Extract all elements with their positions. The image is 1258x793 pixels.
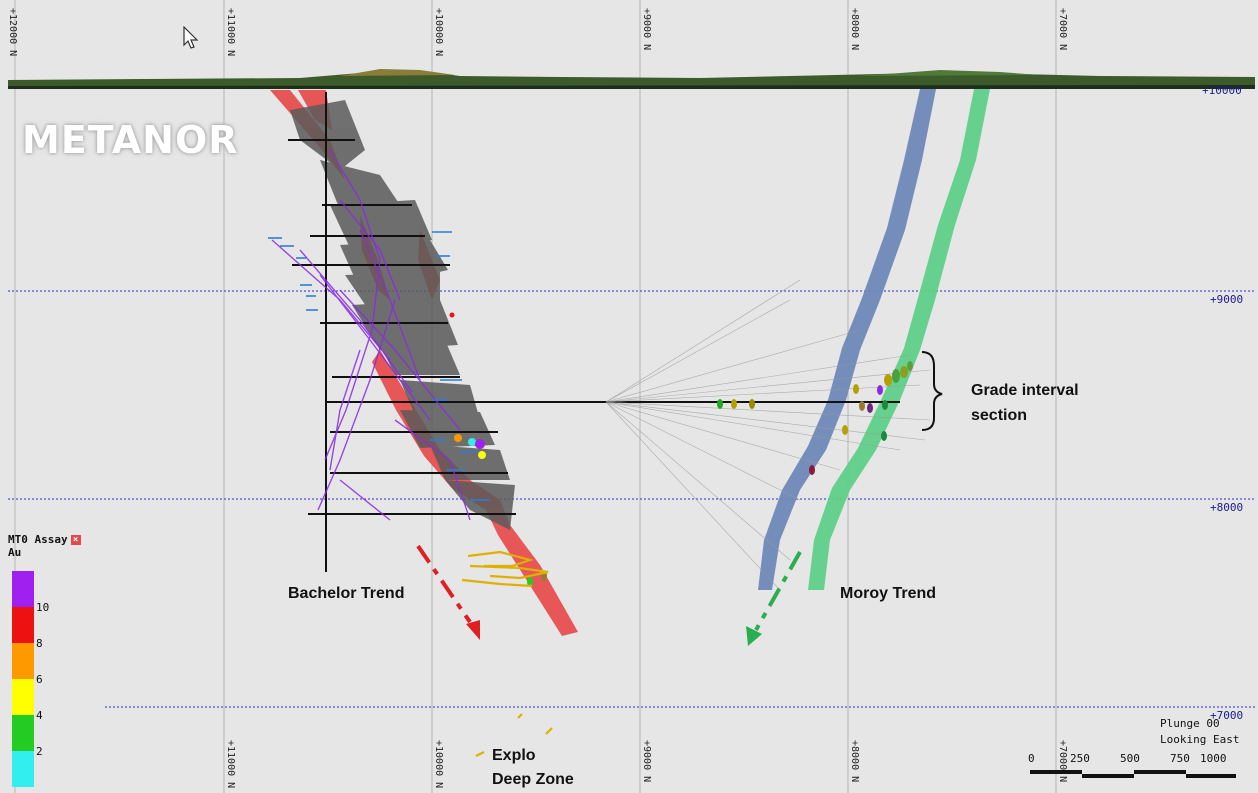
grade-interval-label-2: section <box>971 407 1027 424</box>
top-label-11000: +11000 N <box>225 8 236 56</box>
legend-tick: 6 <box>36 673 43 686</box>
scale-label: 750 <box>1170 752 1190 765</box>
bottom-label-11000: +11000 N <box>225 740 236 788</box>
legend-title: MT0 Assay <box>8 533 68 546</box>
drill-fan <box>605 279 931 591</box>
scale-bar: 0 250 500 750 1000 <box>1028 752 1238 782</box>
scale-segment <box>1134 770 1186 774</box>
close-icon[interactable]: × <box>70 534 81 545</box>
bachelor-plunge-arrow <box>416 544 480 640</box>
explo-deep-zone-label: Explo <box>492 747 536 764</box>
ramp-green <box>12 715 34 751</box>
scale-label: 1000 <box>1200 752 1227 765</box>
top-label-10000: +10000 N <box>433 8 444 56</box>
scale-label: 0 <box>1028 752 1035 765</box>
bottom-label-9000: +9000 N <box>641 740 652 782</box>
legend-tick: 10 <box>36 601 50 614</box>
moroy-plunge-arrow <box>746 551 802 646</box>
bottom-northing-labels: +11000 N +10000 N +9000 N +8000 N +7000 … <box>225 740 1068 788</box>
legend-title-row: MT0 Assay × <box>8 533 108 546</box>
legend-attribute: Au <box>8 546 22 559</box>
top-label-7000: +7000 N <box>1057 8 1068 50</box>
top-label-12000: +12000 N <box>7 8 18 56</box>
assay-legend: MT0 Assay × Au 10 8 6 4 2 <box>8 533 108 787</box>
drill-traces-purple <box>271 149 471 521</box>
explo-deep-zone-label-2: Deep Zone <box>492 771 574 788</box>
ramp-cyan <box>12 751 34 787</box>
scale-segment <box>1082 774 1134 778</box>
legend-tick: 4 <box>36 709 43 722</box>
scale-label: 250 <box>1070 752 1090 765</box>
scale-label: 500 <box>1120 752 1140 765</box>
ramp-yellow <box>12 679 34 715</box>
elevation-labels: +10000 +9000 +8000 +7000 <box>1202 84 1243 722</box>
grade-interval-label: Grade interval <box>971 382 1079 399</box>
elevation-label-10000: +10000 <box>1202 84 1242 97</box>
moroy-green-band <box>808 89 990 590</box>
scale-segment <box>1186 774 1236 778</box>
plunge-text: Plunge 00 <box>1160 717 1220 730</box>
mouse-cursor-icon <box>183 26 199 49</box>
metanor-logo: METANOR <box>22 118 239 162</box>
view-orientation: Plunge 00 Looking East <box>1160 716 1239 748</box>
elevation-label-9000: +9000 <box>1210 293 1243 306</box>
top-northing-labels: +12000 N +11000 N +10000 N +9000 N +8000… <box>7 8 1068 56</box>
elevation-label-8000: +8000 <box>1210 501 1243 514</box>
bottom-label-8000: +8000 N <box>849 740 860 782</box>
topography-surface <box>8 69 1255 89</box>
elevation-grid <box>8 290 1255 708</box>
explo-traces <box>461 550 553 757</box>
scale-segment <box>1030 770 1082 774</box>
mine-workings <box>290 100 515 530</box>
legend-color-ramp <box>12 571 34 787</box>
legend-tick: 2 <box>36 745 43 758</box>
elevation-label-7000: +7000 <box>1210 709 1243 722</box>
top-label-8000: +8000 N <box>849 8 860 50</box>
top-label-9000: +9000 N <box>641 8 652 50</box>
grade-interval-bracket <box>921 351 943 431</box>
moroy-blue-band <box>758 89 936 590</box>
drill-traces-blue <box>268 231 490 501</box>
ramp-red <box>12 607 34 643</box>
bachelor-trend-label: Bachelor Trend <box>288 585 404 602</box>
bottom-label-10000: +10000 N <box>433 740 444 788</box>
moroy-trend-label: Moroy Trend <box>840 585 936 602</box>
looking-text: Looking East <box>1160 733 1240 746</box>
legend-tick: 8 <box>36 637 43 650</box>
bottom-label-7000: +7000 N <box>1057 740 1068 782</box>
ramp-purple <box>12 571 34 607</box>
ramp-orange <box>12 643 34 679</box>
